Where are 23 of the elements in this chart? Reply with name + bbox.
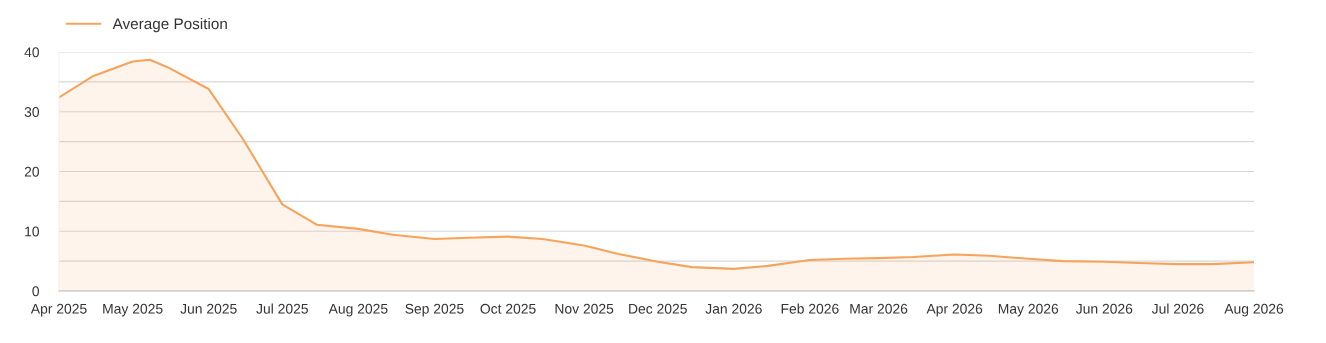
x-tick-label: Dec 2025 — [629, 303, 687, 314]
y-tick-label: 40 — [24, 47, 40, 58]
x-tick-label: Feb 2026 — [781, 303, 839, 314]
x-tick-label: Jul 2025 — [256, 303, 308, 314]
x-tick-label: Aug 2025 — [328, 303, 388, 317]
y-tick-label: 0 — [32, 286, 40, 297]
x-tick-label: Sep 2025 — [405, 303, 464, 317]
y-tick-label: 30 — [24, 107, 40, 117]
x-tick-label: Nov 2025 — [555, 303, 614, 314]
x-tick-label: May 2025 — [103, 303, 163, 317]
x-tick-label: Aug 2026 — [1224, 303, 1284, 317]
x-tick-label: Jul 2026 — [1151, 303, 1204, 314]
x-tick-label: Apr 2025 — [30, 303, 87, 317]
x-tick-label: Oct 2025 — [480, 303, 536, 314]
x-tick-label: Mar 2026 — [850, 303, 908, 314]
x-tick-label: May 2026 — [998, 303, 1059, 317]
x-tick-label: Apr 2026 — [926, 303, 983, 317]
x-tick-label: Jan 2026 — [705, 303, 762, 314]
legend-label: Average Position — [112, 17, 227, 33]
y-tick-label: 20 — [24, 166, 40, 177]
x-tick-label: Jun 2025 — [180, 303, 237, 314]
x-tick-label: Jun 2026 — [1075, 303, 1133, 314]
y-tick-label: 10 — [25, 226, 40, 237]
